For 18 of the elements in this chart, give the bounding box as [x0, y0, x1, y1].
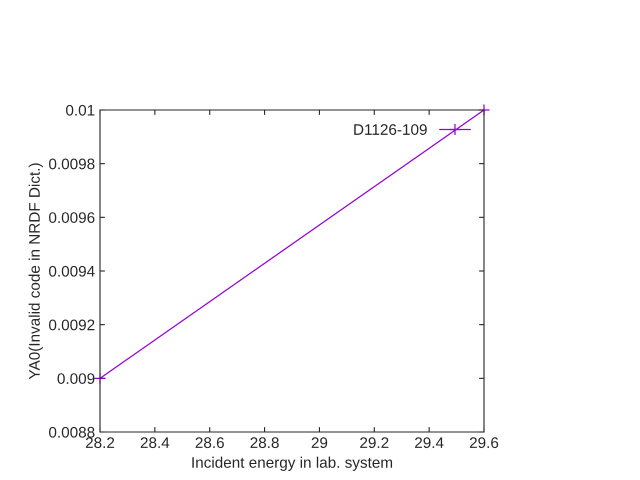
x-tick-label: 29 — [312, 437, 328, 448]
legend-label: D1126-109 — [354, 124, 427, 135]
x-axis-title: Incident energy in lab. system — [192, 456, 392, 471]
x-tick-label: 29.6 — [470, 437, 498, 448]
x-tick-label: 29.4 — [415, 437, 444, 448]
y-tick-label: 0.01 — [66, 104, 94, 116]
x-tick-label: 28.2 — [86, 437, 114, 448]
y-tick-label: 0.009 — [58, 373, 94, 384]
y-tick-label: 0.0094 — [49, 266, 95, 277]
y-tick-label: 0.0098 — [49, 158, 94, 170]
x-tick-label: 28.6 — [196, 437, 224, 448]
y-tick-label: 0.0092 — [49, 320, 94, 330]
x-tick-label: 28.8 — [250, 437, 279, 448]
y-tick-label: 0.0096 — [49, 212, 94, 224]
x-tick-label: 29.2 — [360, 437, 388, 448]
x-tick-label: 28.4 — [140, 437, 170, 448]
y-axis-title: YA0(Invalid code in NRDF Dict.) — [28, 163, 43, 380]
y-tick-label: 0.0088 — [49, 426, 94, 438]
